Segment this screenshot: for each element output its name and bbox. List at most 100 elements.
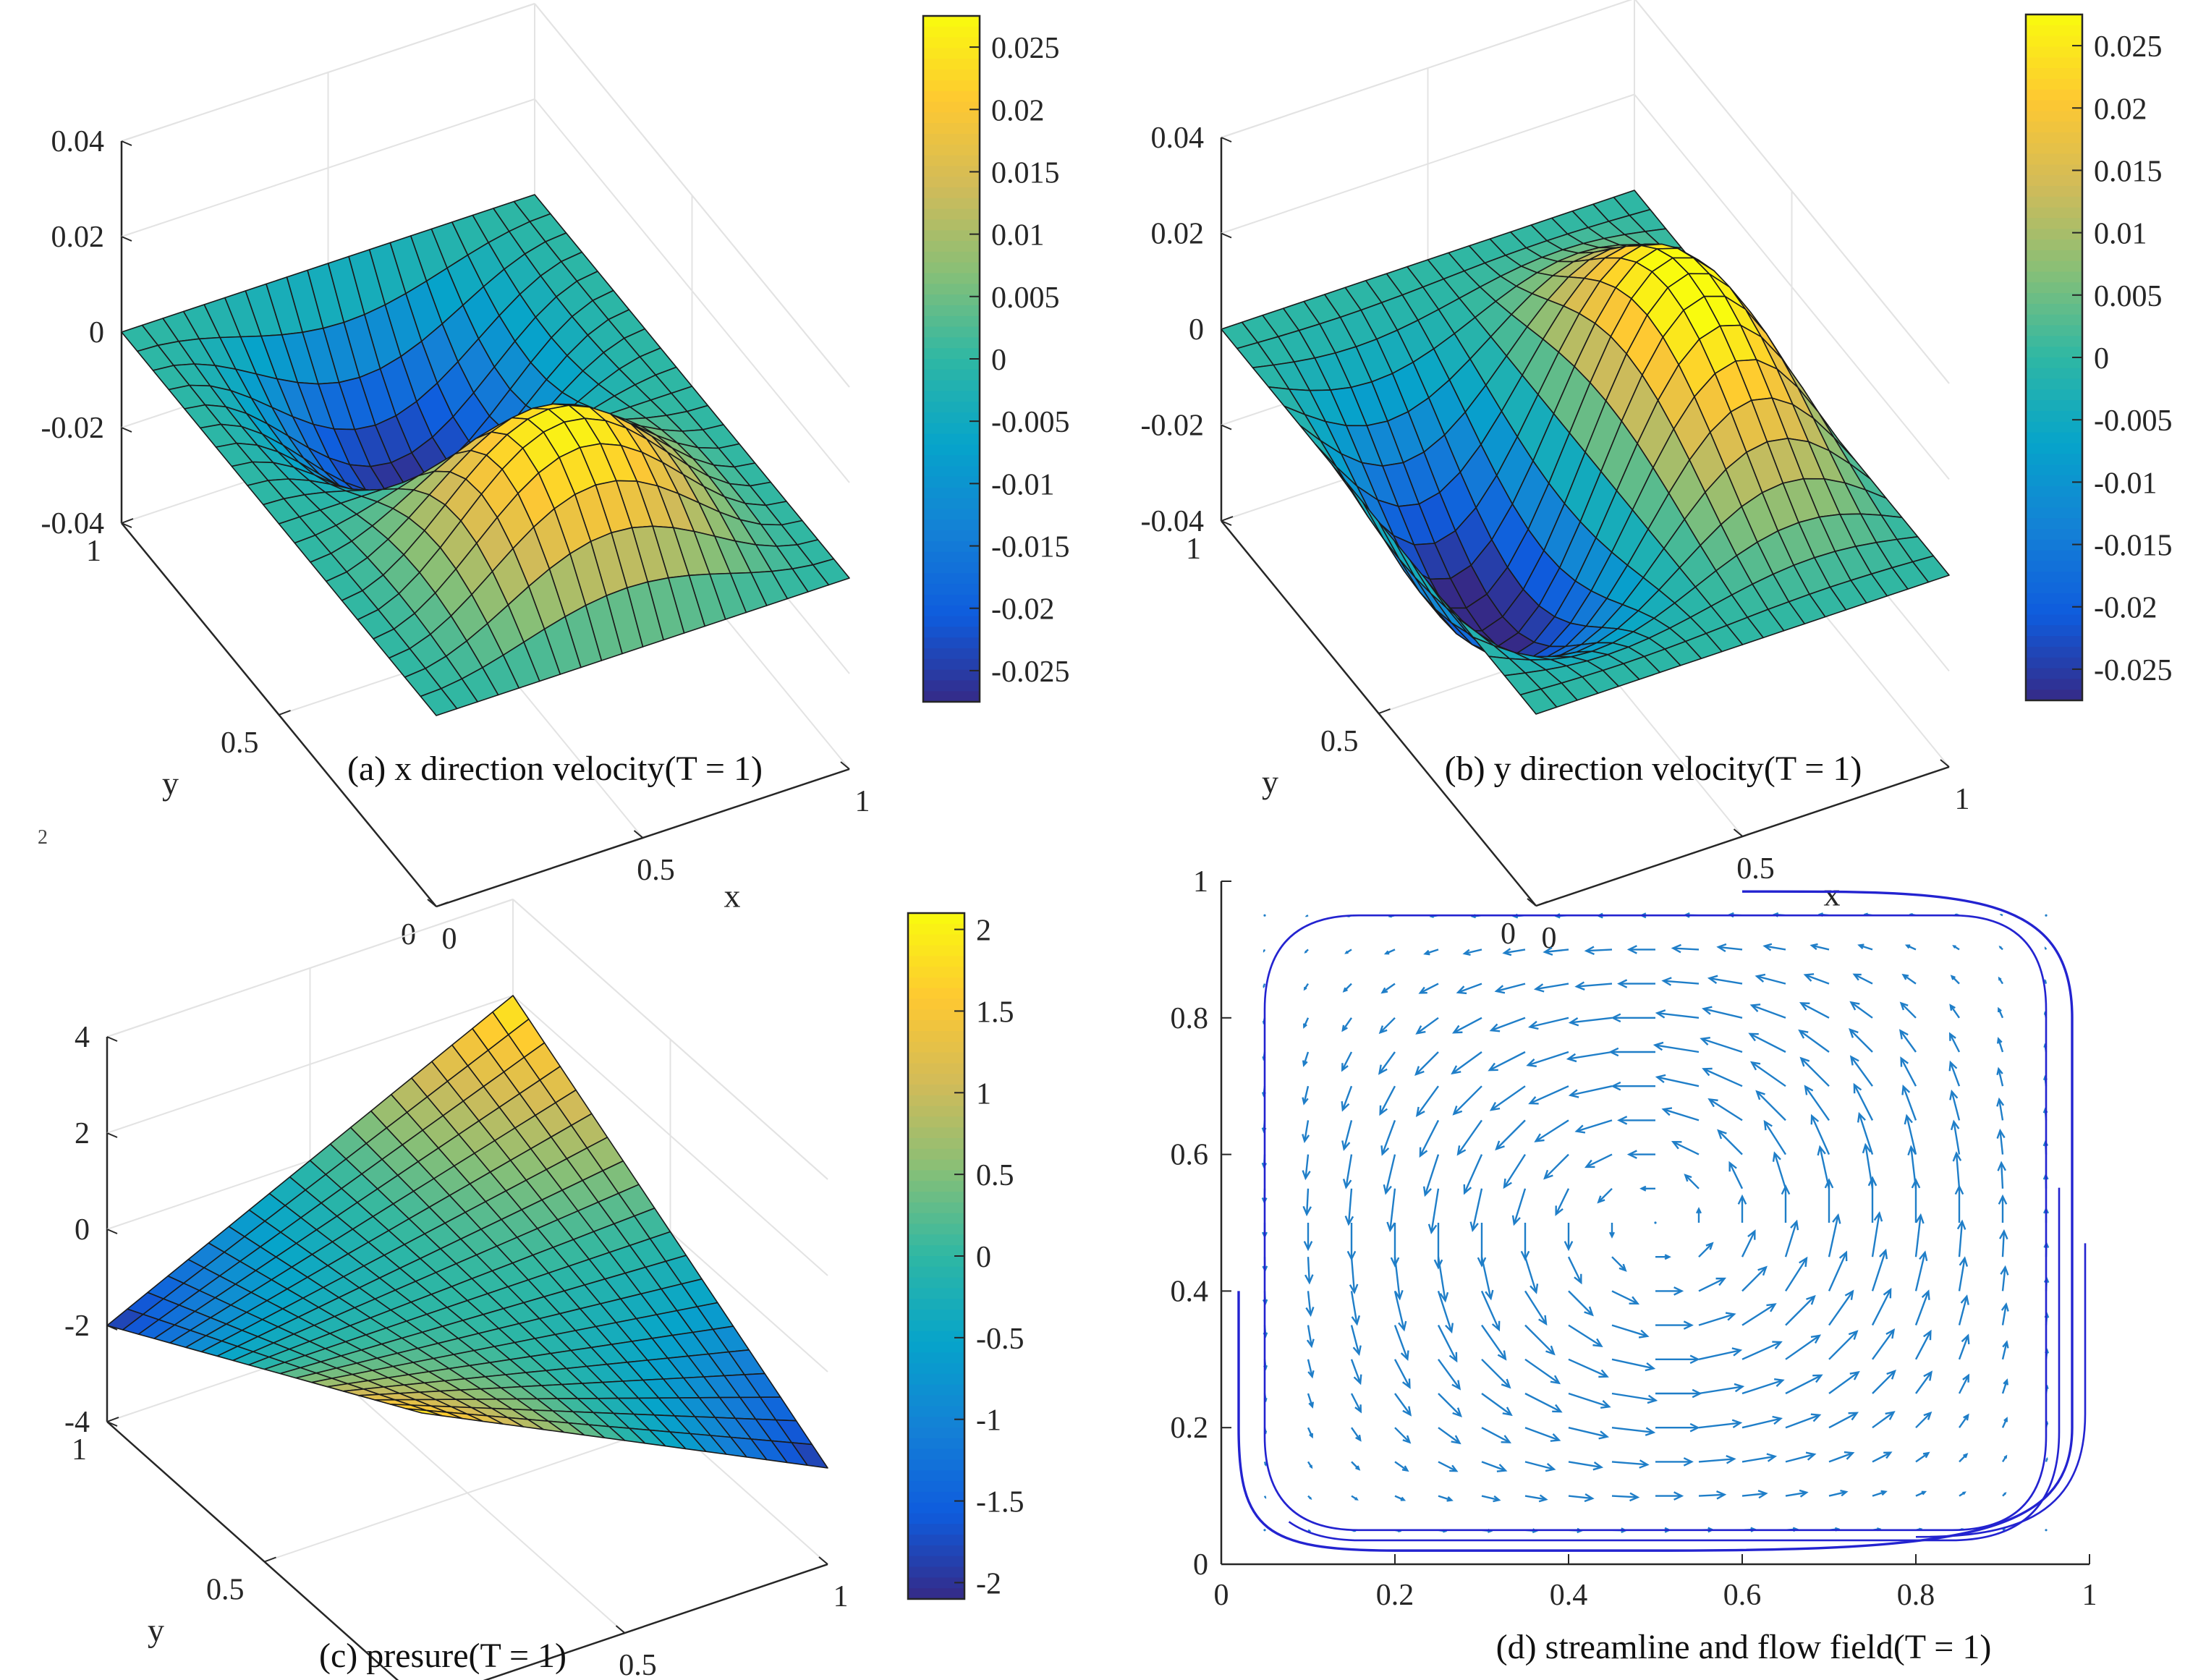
quiver-head (1608, 1047, 1619, 1057)
quiver-arrow (1904, 944, 1917, 951)
quiver-arrow (1481, 1495, 1501, 1503)
quiver-head (2001, 1302, 2009, 1312)
quiver-head (1378, 1064, 1388, 1075)
colorbar-tick-label: 0.025 (2094, 30, 2163, 64)
colorbar-band (2026, 636, 2082, 648)
quiver-head (1451, 1065, 1461, 1075)
quiver-head (1394, 1289, 1404, 1301)
x-tick-label: 0.6 (1723, 1579, 1762, 1612)
quiver-arrow (1798, 1029, 1830, 1053)
quiver-shaft (1741, 1341, 1781, 1360)
quiver-arrow (1655, 1009, 1700, 1019)
z-tick-label: 0.04 (1151, 122, 1205, 155)
quiver-arrow (1755, 1090, 1786, 1121)
quiver-head (1534, 1133, 1545, 1142)
quiver-arrow (1959, 1491, 1966, 1497)
quiver-shaft (1420, 983, 1439, 994)
colorbar-band (2026, 646, 2082, 658)
quiver-arrow (1555, 1188, 1570, 1216)
quiver-shaft (1611, 1256, 1626, 1271)
quiver-head (1705, 1242, 1714, 1250)
y-tick-label: 0.5 (221, 726, 259, 760)
quiver-shaft (1394, 1427, 1411, 1443)
quiver-shaft (1438, 1461, 1457, 1472)
colorbar-band (908, 1170, 964, 1182)
quiver-shaft (1611, 1461, 1648, 1466)
quiver-shaft (1955, 1153, 1961, 1189)
quiver-arrow (1341, 1120, 1353, 1151)
quiver-head (1533, 983, 1545, 993)
quiver-head (1805, 1451, 1817, 1461)
quiver-shaft (2001, 1380, 2008, 1394)
x-tick-label: 0.8 (1897, 1579, 1935, 1612)
colorbar-band (2026, 539, 2082, 551)
y-tick (264, 1556, 276, 1563)
quiver-shaft (1718, 946, 1743, 951)
quiver-arrow (1907, 1145, 1917, 1189)
quiver-arrow (1655, 1457, 1694, 1467)
quiver-head (1950, 975, 1956, 980)
quiver-arrow (1383, 949, 1396, 955)
quiver-arrow (1698, 1419, 1743, 1429)
colorbar-tick-label: 0 (976, 1241, 991, 1274)
quiver-arrow (1949, 1089, 1961, 1121)
quiver-shaft (1576, 983, 1613, 988)
quiver-arrow (1828, 1412, 1859, 1429)
quiver-shaft (1998, 1069, 2004, 1087)
quiver-head (1383, 1184, 1392, 1195)
quiver-shaft (1568, 1495, 1593, 1500)
colorbar-band (923, 412, 980, 424)
quiver-head (1380, 1145, 1390, 1156)
colorbar-band (2026, 668, 2082, 680)
quiver-shaft (1859, 944, 1873, 951)
quiver-head (1427, 1223, 1438, 1235)
quiver-shaft (1490, 1085, 1526, 1111)
colorbar-band (923, 90, 980, 103)
colorbar-band (908, 1513, 964, 1525)
x-tick (1527, 898, 1537, 907)
quiver-head (1996, 1037, 2003, 1044)
quiver-head (1689, 1354, 1700, 1365)
quiver-arrow (1302, 1051, 1310, 1067)
quiver-arrow (1671, 1141, 1700, 1155)
quiver-shaft (1379, 1017, 1396, 1034)
colorbar-band (2026, 164, 2082, 177)
colorbar-band (923, 262, 980, 274)
quiver-head (1757, 1490, 1768, 1499)
quiver-head (1949, 1004, 1956, 1011)
streamline (1237, 890, 2074, 1552)
quiver-head (1477, 1257, 1487, 1268)
quiver-shaft (1394, 1461, 1409, 1472)
quiver-arrow (1698, 1242, 1714, 1258)
quiver-head (1626, 1150, 1637, 1159)
quiver-head (1545, 1463, 1556, 1472)
quiver-head (1923, 1329, 1932, 1341)
quiver-arrow (1543, 946, 1569, 956)
quiver-head (1592, 1461, 1604, 1471)
y-tick (1535, 901, 1548, 907)
quiver-arrow (1520, 1223, 1530, 1261)
colorbar-band (908, 923, 964, 936)
quiver-arrow (1568, 1493, 1595, 1503)
quiver-shaft (1598, 1187, 1613, 1203)
colorbar-band (908, 1138, 964, 1150)
quiver-arrow (1849, 1028, 1873, 1053)
quiver-head (1963, 1413, 1969, 1421)
colorbar-tick-label: 0.005 (991, 281, 1060, 315)
quiver-shaft (1785, 1334, 1820, 1360)
quiver-shaft (1489, 1051, 1526, 1072)
quiver-arrow (1862, 1142, 1874, 1189)
colorbar-band (908, 1470, 964, 1482)
quiver-arrow (1857, 1111, 1874, 1155)
quiver-shaft (1785, 1295, 1815, 1326)
quiver-arrow (1809, 943, 1830, 951)
quiver-head (1996, 1066, 2003, 1075)
quiver-arrow (1415, 1085, 1439, 1118)
quiver-arrow (1438, 1495, 1454, 1502)
quiver-head (1592, 1338, 1603, 1348)
quiver-arrow (1567, 1256, 1582, 1285)
quiver-head (1629, 1296, 1640, 1304)
quiver-shaft (1393, 1291, 1405, 1331)
quiver-shaft (1568, 1427, 1608, 1438)
quiver-head (1661, 1107, 1673, 1116)
